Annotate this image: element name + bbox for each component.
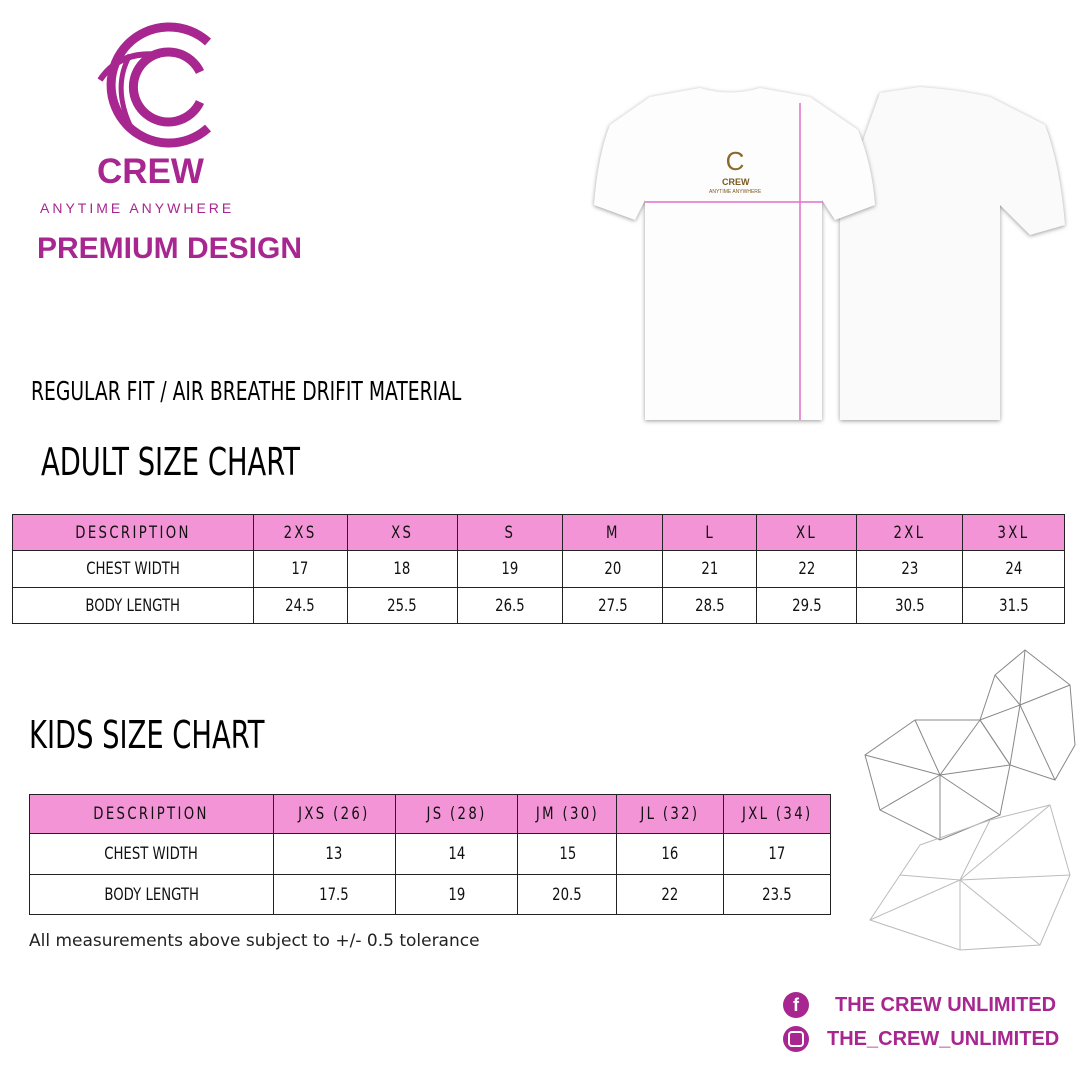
table-cell: 19 — [456, 550, 564, 588]
adult-title: ADULT SIZE CHART — [41, 440, 300, 484]
header-cell: S — [456, 514, 564, 551]
table-cell: 20.5 — [517, 874, 618, 915]
table-cell: CHEST WIDTH — [29, 833, 274, 875]
header-cell: JM (30) — [517, 794, 618, 834]
table-row: CHEST WIDTH 17 18 19 20 21 22 23 24 — [12, 550, 1065, 588]
header-cell: JL (32) — [616, 794, 725, 834]
table-cell: 14 — [394, 833, 519, 875]
header-cell: 2XL — [856, 514, 964, 551]
header-cell: DESCRIPTION — [29, 794, 274, 834]
instagram-icon — [783, 1026, 809, 1052]
kids-title: KIDS SIZE CHART — [29, 713, 265, 757]
header-cell: 2XS — [252, 514, 348, 551]
header-cell: XS — [346, 514, 458, 551]
table-cell: 29.5 — [756, 587, 858, 624]
table-cell: 13 — [272, 833, 396, 875]
material-text: REGULAR FIT / AIR BREATHE DRIFIT MATERIA… — [31, 377, 462, 407]
brand-name: CREW — [97, 152, 204, 191]
tshirt-back — [840, 87, 1065, 420]
facebook-label: THE CREW UNLIMITED — [835, 993, 1057, 1016]
instagram-label: THE_CREW_UNLIMITED — [827, 1027, 1060, 1050]
tolerance-note: All measurements above subject to +/- 0.… — [29, 931, 480, 951]
table-row: BODY LENGTH 24.5 25.5 26.5 27.5 28.5 29.5 30.5 3… — [12, 587, 1065, 624]
table-cell: 20 — [562, 550, 664, 588]
table-cell: 22 — [616, 874, 725, 915]
table-cell: 18 — [346, 550, 458, 588]
header-cell: XL — [756, 514, 858, 551]
table-cell: 23.5 — [723, 874, 831, 915]
adult-size-table: DESCRIPTION 2XS XS S M L XL 2XL 3XL CHEST WIDTH 1… — [12, 514, 1065, 624]
tshirt-image: C — [594, 87, 1065, 420]
table-cell: 25.5 — [346, 587, 458, 624]
shirt-print-name: CREW — [722, 177, 750, 187]
header-cell: JS (28) — [394, 794, 519, 834]
geometric-decoration-icon — [864, 649, 1076, 951]
table-cell: 21 — [662, 550, 758, 588]
kids-heading: KIDS SIZE CHART — [29, 713, 356, 758]
material-line: REGULAR FIT / AIR BREATHE DRIFIT MATERIA… — [31, 376, 629, 407]
table-cell: 24.5 — [252, 587, 348, 624]
table-cell: 17 — [252, 550, 348, 588]
table-cell: 28.5 — [662, 587, 758, 624]
table-cell: 15 — [517, 833, 618, 875]
table-cell: 23 — [856, 550, 964, 588]
table-cell: CHEST WIDTH — [12, 550, 254, 588]
table-cell: 27.5 — [562, 587, 664, 624]
instagram-link[interactable]: THE_CREW_UNLIMITED — [783, 1026, 1059, 1052]
header-cell: JXL (34) — [723, 794, 831, 834]
table-cell: BODY LENGTH — [12, 587, 254, 624]
table-cell: 31.5 — [962, 587, 1065, 624]
table-cell: 17.5 — [272, 874, 396, 915]
brand-tagline: ANYTIME ANYWHERE — [40, 200, 235, 216]
shirt-print-tagline: ANYTIME ANYWHERE — [709, 189, 762, 195]
header-cell: L — [662, 514, 758, 551]
table-cell: 22 — [756, 550, 858, 588]
table-row: BODY LENGTH 17.5 19 20.5 22 23.5 — [29, 874, 831, 915]
header-cell: M — [562, 514, 664, 551]
facebook-link[interactable]: f THE CREW UNLIMITED — [783, 992, 1056, 1018]
table-cell: 24 — [962, 550, 1065, 588]
table-cell: 26.5 — [456, 587, 564, 624]
kids-header-row: DESCRIPTION JXS (26) JS (28) JM (30) JL (32)… — [29, 794, 831, 834]
header-cell: JXS (26) — [272, 794, 396, 834]
shirt-logo-letter: C — [726, 146, 745, 176]
header-cell: 3XL — [962, 514, 1065, 551]
adult-heading: ADULT SIZE CHART — [41, 440, 401, 485]
tshirt-front — [594, 88, 875, 420]
kids-size-table: DESCRIPTION JXS (26) JS (28) JM (30) JL (32)… — [29, 794, 831, 915]
table-cell: 30.5 — [856, 587, 964, 624]
table-cell: 17 — [723, 833, 831, 875]
crew-logo-icon — [97, 22, 212, 148]
table-cell: 16 — [616, 833, 725, 875]
headline: PREMIUM DESIGN — [37, 232, 303, 265]
facebook-icon: f — [783, 992, 809, 1018]
header-cell: DESCRIPTION — [12, 514, 254, 551]
table-cell: BODY LENGTH — [29, 874, 274, 915]
adult-header-row: DESCRIPTION 2XS XS S M L XL 2XL 3XL — [12, 514, 1065, 551]
table-row: CHEST WIDTH 13 14 15 16 17 — [29, 833, 831, 875]
table-cell: 19 — [394, 874, 519, 915]
